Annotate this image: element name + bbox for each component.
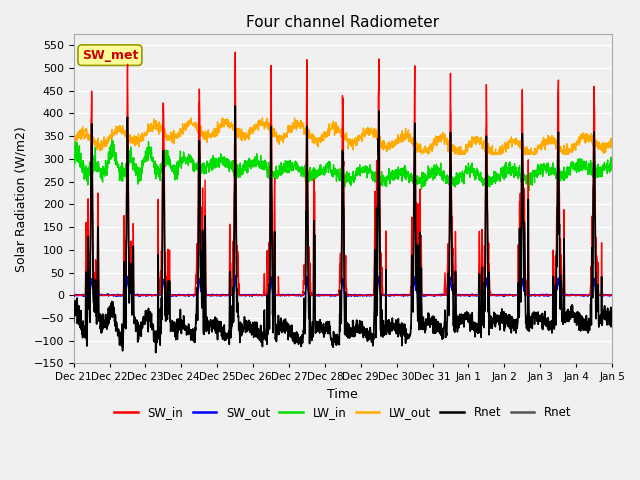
Rnet2 [371, 305, 378, 311]
Line: LW_out: LW_out [74, 118, 612, 155]
SW_in [608, 292, 616, 298]
SW_out [500, 292, 508, 298]
LW_out [561, 147, 569, 153]
SW_out [232, 273, 239, 278]
Rnet2 [576, 312, 584, 318]
Line: SW_out: SW_out [74, 276, 612, 296]
SW_out [371, 290, 378, 296]
Rnet [576, 312, 584, 318]
LW_out [576, 136, 584, 142]
SW_in [371, 273, 378, 279]
Rnet [371, 305, 378, 311]
Title: Four channel Radiometer: Four channel Radiometer [246, 15, 440, 30]
Rnet [232, 103, 239, 109]
Rnet2 [70, 320, 77, 325]
LW_in [220, 156, 228, 162]
SW_in [358, 292, 366, 298]
LW_out [371, 133, 378, 139]
Rnet2 [232, 103, 239, 109]
SW_in [220, 292, 228, 298]
LW_out [608, 135, 616, 141]
Rnet2 [220, 327, 228, 333]
LW_in [499, 170, 507, 176]
Line: SW_in: SW_in [74, 52, 612, 295]
Rnet [500, 321, 508, 326]
LW_in [525, 188, 533, 193]
LW_out [219, 115, 227, 121]
LW_in [108, 136, 116, 142]
Rnet2 [500, 321, 508, 326]
SW_in [576, 292, 584, 298]
Rnet [359, 327, 367, 333]
Rnet [220, 327, 228, 333]
SW_out [608, 292, 616, 298]
LW_out [358, 137, 366, 143]
Line: Rnet2: Rnet2 [74, 106, 612, 353]
SW_out [220, 292, 228, 298]
LW_out [70, 137, 77, 143]
SW_out [79, 293, 87, 299]
X-axis label: Time: Time [328, 388, 358, 401]
Rnet [608, 322, 616, 327]
SW_in [232, 49, 239, 55]
LW_in [576, 156, 584, 162]
SW_out [70, 292, 77, 298]
SW_out [359, 293, 367, 299]
LW_in [70, 164, 77, 170]
LW_in [358, 168, 366, 174]
LW_in [608, 164, 616, 170]
SW_out [576, 293, 584, 299]
Y-axis label: Solar Radiation (W/m2): Solar Radiation (W/m2) [15, 126, 28, 272]
Rnet [152, 350, 159, 356]
Rnet [70, 320, 77, 325]
LW_out [220, 122, 228, 128]
LW_out [454, 152, 461, 157]
Rnet2 [152, 350, 159, 356]
Rnet [561, 320, 569, 325]
SW_in [499, 292, 507, 298]
Rnet2 [608, 322, 616, 327]
Line: LW_in: LW_in [74, 139, 612, 191]
SW_out [561, 292, 569, 298]
LW_out [500, 147, 508, 153]
Rnet2 [561, 320, 569, 325]
Text: SW_met: SW_met [82, 48, 138, 61]
SW_in [561, 292, 568, 298]
Rnet2 [359, 327, 367, 333]
Legend: SW_in, SW_out, LW_in, LW_out, Rnet, Rnet: SW_in, SW_out, LW_in, LW_out, Rnet, Rnet [109, 401, 576, 423]
Line: Rnet: Rnet [74, 106, 612, 353]
SW_in [70, 292, 77, 298]
LW_in [371, 177, 378, 182]
LW_in [561, 174, 569, 180]
